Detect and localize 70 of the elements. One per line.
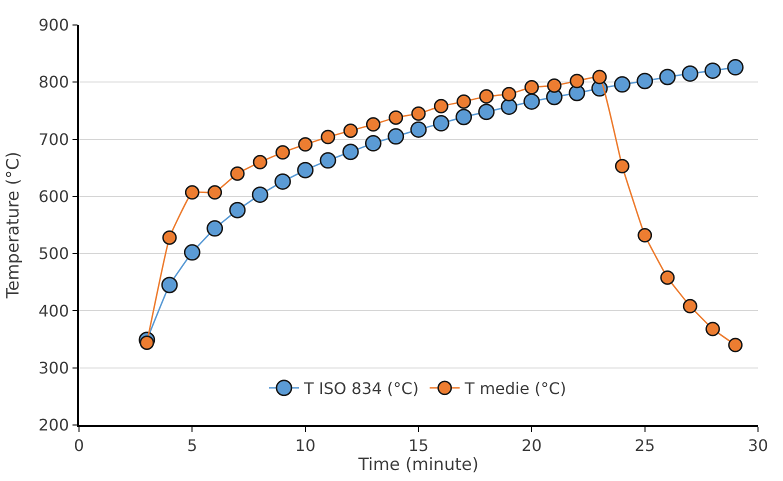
- point: [140, 335, 154, 350]
- point: [411, 106, 426, 121]
- point: [184, 244, 200, 261]
- x-tick-label: 0: [74, 436, 84, 455]
- point: [523, 93, 540, 110]
- x-tick-label: 30: [748, 436, 768, 455]
- x-tick-label: 10: [295, 436, 316, 455]
- point: [320, 152, 336, 169]
- point: [208, 185, 222, 200]
- point: [614, 158, 630, 174]
- y-tick-label: 500: [38, 244, 70, 264]
- point: [161, 276, 178, 294]
- point: [547, 78, 562, 93]
- point: [638, 228, 652, 243]
- y-tick-label: 700: [38, 130, 70, 149]
- point: [434, 98, 448, 114]
- point: [229, 202, 246, 218]
- x-tick-label: 5: [187, 436, 198, 455]
- point: [275, 145, 290, 160]
- point: [502, 86, 516, 102]
- point: [570, 74, 584, 88]
- point: [184, 185, 200, 200]
- point: [705, 322, 720, 336]
- point: [410, 121, 427, 138]
- point: [206, 220, 224, 237]
- point: [456, 108, 472, 126]
- point: [728, 338, 743, 352]
- point: [524, 80, 539, 95]
- x-tick-label: 15: [408, 436, 429, 455]
- y-axis-title: Temperature (°C): [4, 152, 24, 300]
- point: [614, 76, 630, 93]
- point: [682, 65, 698, 82]
- y-tick-label: 900: [38, 16, 70, 35]
- point: [479, 89, 494, 104]
- point: [432, 115, 450, 132]
- legend-label: T ISO 834 (°C): [303, 379, 419, 398]
- point: [500, 98, 518, 115]
- point: [388, 110, 404, 125]
- point: [592, 70, 607, 84]
- point: [366, 117, 380, 132]
- point: [636, 72, 654, 90]
- point: [252, 154, 268, 170]
- point: [274, 173, 291, 190]
- x-tick-label: 25: [634, 436, 656, 455]
- point: [343, 123, 358, 138]
- point: [682, 298, 698, 314]
- x-axis-title: Time (minute): [357, 454, 479, 475]
- point: [659, 68, 676, 86]
- point: [364, 135, 382, 152]
- point: [298, 137, 313, 152]
- legend-label: T medie (°C): [464, 379, 566, 398]
- point: [660, 270, 675, 285]
- y-tick-label: 300: [38, 358, 70, 378]
- point: [478, 104, 495, 120]
- point: [297, 162, 314, 178]
- y-tick-label: 800: [38, 72, 70, 92]
- point: [388, 128, 404, 145]
- point: [162, 230, 177, 245]
- point: [704, 62, 721, 79]
- point: [568, 84, 586, 102]
- point: [727, 59, 744, 76]
- point: [456, 94, 472, 109]
- point: [230, 166, 245, 181]
- point: [320, 130, 336, 144]
- x-tick-label: 20: [521, 436, 542, 455]
- point: [342, 144, 359, 160]
- y-tick-label: 600: [38, 187, 70, 206]
- y-tick-label: 400: [38, 301, 70, 320]
- point: [252, 186, 268, 203]
- y-tick-label: 200: [38, 416, 70, 435]
